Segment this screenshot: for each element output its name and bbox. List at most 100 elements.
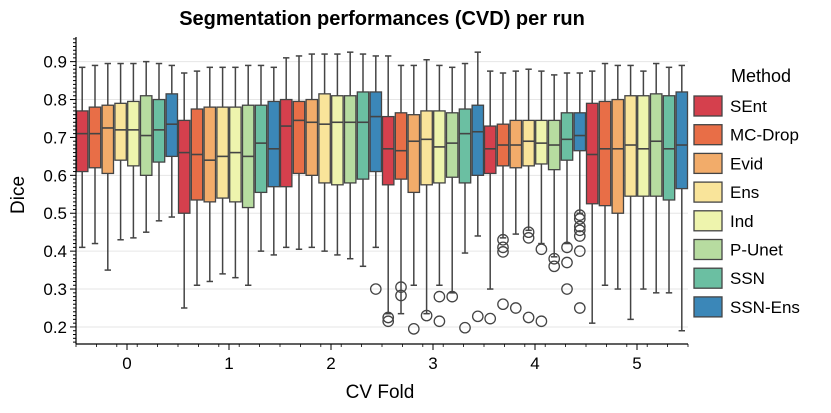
box-p-unet-fold-3 bbox=[445, 66, 459, 303]
legend-title: Method bbox=[731, 66, 791, 86]
box-body bbox=[292, 100, 306, 175]
box-body bbox=[573, 112, 587, 152]
box-body bbox=[152, 98, 166, 163]
legend-label-mc-drop: MC-Drop bbox=[730, 126, 799, 145]
outlier-point bbox=[497, 241, 509, 254]
box-body bbox=[343, 95, 357, 184]
box-ssn-fold-5 bbox=[662, 66, 676, 294]
box-p-unet-fold-5 bbox=[649, 62, 663, 294]
box-body bbox=[407, 114, 421, 194]
box-body bbox=[127, 100, 140, 167]
box-evid-fold-1 bbox=[203, 66, 217, 283]
box-ens-fold-2 bbox=[318, 53, 331, 252]
box-mc-drop-fold-2 bbox=[292, 55, 306, 250]
y-tick-label: 0.8 bbox=[43, 91, 67, 110]
box-evid-fold-0 bbox=[101, 62, 115, 271]
box-evid-fold-5 bbox=[611, 64, 625, 290]
x-tick-label: 2 bbox=[326, 354, 335, 373]
box-body bbox=[267, 100, 281, 188]
legend-swatch-sent bbox=[693, 95, 723, 117]
outlier-point bbox=[420, 309, 433, 322]
legend-label-ind: Ind bbox=[730, 212, 754, 231]
box-body bbox=[381, 115, 395, 186]
box-body bbox=[458, 108, 472, 184]
box-ssn-ens-fold-1 bbox=[267, 66, 281, 256]
box-sent-fold-2 bbox=[279, 57, 293, 249]
legend-label-ssn: SSN bbox=[730, 269, 765, 288]
box-body bbox=[75, 110, 89, 173]
y-tick-label: 0.7 bbox=[43, 128, 67, 147]
box-p-unet-fold-2 bbox=[343, 51, 357, 260]
outlier-point bbox=[561, 241, 573, 254]
box-ens-fold-1 bbox=[216, 66, 229, 275]
box-body bbox=[165, 93, 179, 158]
box-sent-fold-0 bbox=[75, 66, 89, 249]
box-ssn-ens-fold-4 bbox=[573, 72, 587, 314]
outlier-point bbox=[573, 230, 586, 242]
outlier-point bbox=[535, 315, 548, 328]
outlier-point bbox=[395, 289, 407, 302]
box-body bbox=[203, 106, 217, 203]
box-body bbox=[331, 95, 344, 186]
box-ind-fold-5 bbox=[637, 70, 650, 290]
outlier-point bbox=[497, 233, 509, 246]
outlier-point bbox=[433, 290, 446, 303]
outlier-point bbox=[561, 256, 573, 269]
box-p-unet-fold-0 bbox=[139, 60, 153, 233]
legend-label-p-unet: P-Unet bbox=[730, 241, 783, 260]
outlier-point bbox=[522, 232, 535, 244]
legend-swatch-evid bbox=[693, 152, 723, 175]
box-body bbox=[254, 104, 268, 194]
legend-swatch-mc-drop bbox=[693, 124, 723, 146]
x-tick-label: 4 bbox=[530, 354, 539, 373]
legend-label-sent: SEnt bbox=[730, 97, 767, 116]
box-body bbox=[649, 93, 663, 197]
legend-label-ssn-ens: SSN-Ens bbox=[730, 298, 800, 317]
box-sent-fold-5 bbox=[585, 70, 599, 324]
box-body bbox=[675, 91, 689, 190]
x-tick-label: 0 bbox=[122, 354, 131, 373]
outlier-point bbox=[484, 312, 497, 325]
box-body bbox=[369, 91, 383, 173]
outlier-point bbox=[548, 260, 561, 273]
box-body bbox=[177, 119, 191, 214]
box-body bbox=[216, 106, 229, 199]
x-axis-ticks: 0 1 2 3 4 5 bbox=[75, 344, 689, 373]
box-body bbox=[509, 119, 523, 169]
box-evid-fold-4 bbox=[509, 70, 523, 314]
box-ens-fold-3 bbox=[420, 58, 433, 322]
legend-swatch-ssn-ens bbox=[693, 296, 723, 318]
box-ssn-fold-0 bbox=[152, 62, 166, 222]
y-tick-label: 0.5 bbox=[43, 204, 67, 223]
x-tick-label: 3 bbox=[428, 354, 437, 373]
box-body bbox=[279, 98, 293, 188]
box-ssn-fold-1 bbox=[254, 64, 268, 252]
box-sent-fold-3 bbox=[381, 55, 395, 328]
outlier-point bbox=[573, 224, 586, 237]
outlier-point bbox=[433, 315, 446, 328]
box-mc-drop-fold-5 bbox=[598, 62, 612, 287]
box-body bbox=[229, 106, 242, 203]
chart-title: Segmentation performances (CVD) per run bbox=[179, 8, 585, 30]
outlier-point bbox=[522, 311, 535, 324]
box-evid-fold-2 bbox=[305, 53, 319, 249]
box-body bbox=[611, 98, 625, 214]
outlier-point bbox=[548, 252, 561, 265]
legend: Method SEnt MC-Drop Evid Ens Ind P-Unet SSN SSN… bbox=[693, 66, 800, 318]
box-ssn-ens-fold-3 bbox=[471, 51, 485, 323]
outlier-point bbox=[471, 310, 484, 323]
box-ind-fold-1 bbox=[229, 66, 242, 279]
y-tick-label: 0.2 bbox=[43, 318, 67, 337]
outlier-point bbox=[382, 311, 395, 324]
box-body bbox=[624, 95, 637, 197]
box-ind-fold-4 bbox=[535, 70, 548, 328]
box-mc-drop-fold-1 bbox=[190, 70, 204, 287]
outlier-point bbox=[573, 209, 586, 221]
outlier-point bbox=[446, 290, 459, 303]
x-axis-label: CV Fold bbox=[346, 382, 415, 403]
box-p-unet-fold-1 bbox=[241, 64, 255, 287]
legend-swatch-ind bbox=[693, 210, 723, 232]
box-body bbox=[471, 104, 485, 176]
y-axis-ticks: 0.2 0.3 0.4 0.5 0.6 0.7 0.8 0.9 bbox=[43, 38, 76, 343]
